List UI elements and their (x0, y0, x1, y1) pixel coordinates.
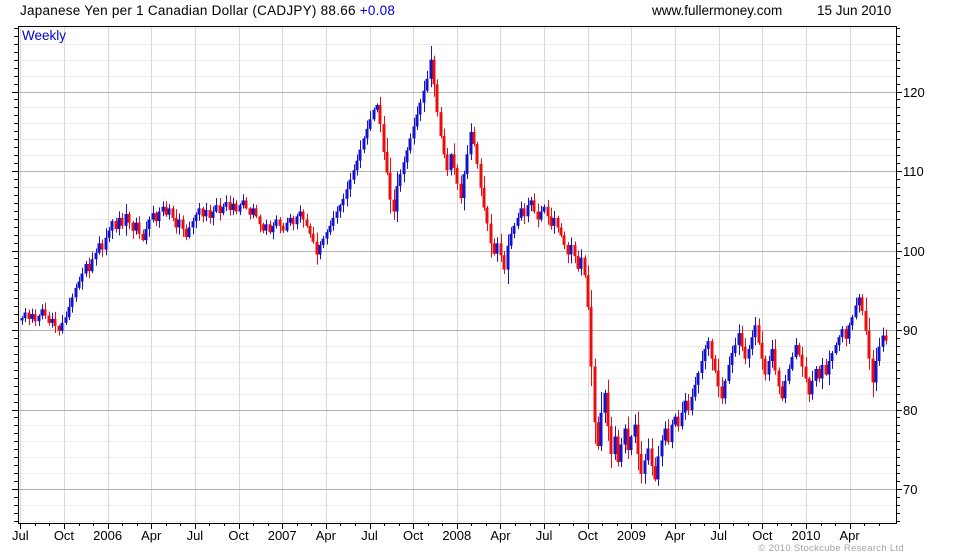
grid-vertical-lines (20, 26, 851, 523)
site-url: www.fullermoney.com (652, 3, 783, 18)
x-axis-label: Apr (141, 528, 162, 543)
chart-title: Japanese Yen per 1 Canadian Dollar (CADJ… (20, 3, 395, 18)
y-axis-label: 100 (903, 243, 925, 259)
x-axis-label: Apr (664, 528, 686, 543)
y-axis-label: 120 (903, 84, 925, 100)
axis-ticks (12, 28, 902, 529)
x-axis-label: Jul (186, 528, 204, 543)
grid-major-lines (18, 92, 896, 490)
title-change: +0.08 (359, 3, 396, 18)
y-axis-label: 90 (903, 323, 918, 338)
x-axis-label: Jul (710, 528, 727, 543)
x-axis-label: Oct (577, 528, 598, 543)
x-axis-label: 2009 (616, 528, 646, 543)
y-axis-label: 70 (903, 482, 918, 497)
x-axis-label: 2010 (791, 528, 821, 543)
x-axis-label: Oct (752, 528, 773, 543)
x-axis-label: Jul (535, 528, 553, 543)
copyright-notice: © 2010 Stockcube Research Ltd (758, 543, 904, 554)
title-instrument: Japanese Yen per 1 Canadian Dollar (CADJ… (20, 3, 317, 18)
x-axis-label: Apr (490, 528, 511, 543)
y-axis-label: 110 (903, 164, 924, 179)
x-axis-label: Apr (839, 528, 860, 543)
y-axis-label: 80 (903, 402, 918, 418)
candlesticks (20, 46, 888, 486)
x-axis-label: Oct (228, 528, 249, 543)
x-axis-label: 2007 (267, 528, 297, 543)
x-axis-label: Jul (361, 528, 378, 543)
x-axis-label: Oct (53, 528, 75, 543)
x-axis-label: Oct (403, 528, 424, 543)
x-axis-label: Apr (315, 528, 336, 543)
title-last-price: 88.66 (320, 3, 356, 18)
quote-date: 15 Jun 2010 (817, 3, 892, 18)
timeframe-label: Weekly (22, 28, 67, 43)
x-axis-label: 2006 (93, 528, 123, 543)
x-axis-label: 2008 (442, 528, 472, 543)
x-axis-label: Jul (12, 528, 29, 543)
